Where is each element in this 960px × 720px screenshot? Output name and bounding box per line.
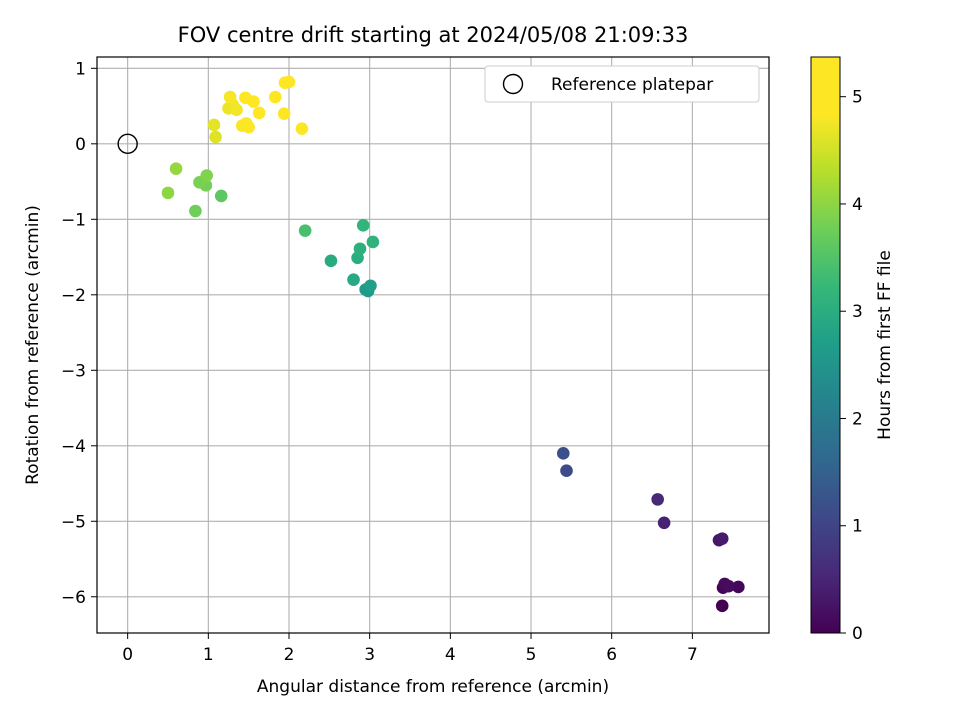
- legend: Reference platepar: [484, 65, 760, 103]
- data-point: [347, 273, 360, 286]
- data-point: [657, 516, 671, 530]
- data-point: [324, 254, 338, 268]
- data-point: [242, 120, 255, 134]
- colorbar-tick-label: 3: [852, 302, 863, 322]
- x-tick-label: 1: [203, 645, 214, 665]
- data-point: [353, 242, 367, 256]
- data-point: [277, 107, 291, 120]
- data-point: [356, 219, 370, 232]
- x-axis-ticks: 0 1 2 3 4 5 6 7: [122, 633, 698, 665]
- x-tick-label: 6: [606, 645, 617, 665]
- data-point: [161, 186, 175, 200]
- data-point: [223, 90, 237, 104]
- x-axis-label: Angular distance from reference (arcmin): [257, 677, 609, 697]
- data-point: [247, 95, 260, 108]
- data-point: [282, 75, 296, 89]
- data-point: [200, 169, 214, 182]
- data-point: [209, 130, 222, 144]
- legend-box: [484, 65, 760, 103]
- data-point: [366, 235, 380, 249]
- data-point: [252, 106, 266, 120]
- y-tick-label: 1: [75, 59, 86, 79]
- data-point: [295, 122, 309, 136]
- y-tick-label: −1: [61, 210, 86, 230]
- y-tick-label: −6: [61, 588, 86, 608]
- y-tick-label: 0: [75, 135, 86, 155]
- x-tick-label: 2: [284, 645, 295, 665]
- colorbar-frame: [810, 56, 841, 634]
- x-tick-label: 4: [445, 645, 456, 665]
- data-point: [214, 189, 228, 203]
- y-tick-label: −4: [61, 437, 86, 457]
- data-points: [161, 75, 745, 613]
- x-tick-label: 5: [526, 645, 537, 665]
- y-tick-label: −3: [61, 361, 86, 381]
- colorbar-ticks: 0 1 2 3 4 5: [840, 88, 863, 644]
- data-point: [207, 118, 221, 132]
- data-point: [169, 162, 183, 176]
- data-point: [364, 279, 377, 293]
- y-tick-label: −2: [61, 286, 86, 306]
- colorbar-tick-label: 4: [852, 195, 863, 215]
- colorbar-tick-label: 1: [852, 517, 863, 537]
- x-tick-label: 7: [687, 645, 698, 665]
- x-tick-label: 0: [122, 645, 133, 665]
- colorbar-gradient: [811, 57, 840, 633]
- x-tick-label: 3: [364, 645, 375, 665]
- reference-platepar-marker: [117, 133, 138, 155]
- data-point: [268, 90, 282, 104]
- y-tick-label: −5: [61, 512, 86, 532]
- data-point: [651, 493, 664, 506]
- data-point: [715, 532, 729, 545]
- y-axis-label: Rotation from reference (arcmin): [23, 205, 43, 485]
- colorbar: 0 1 2 3 4 5 Hours from first FF file: [810, 56, 895, 644]
- data-point: [189, 204, 202, 218]
- data-point: [556, 447, 570, 460]
- colorbar-tick-label: 2: [852, 409, 863, 429]
- data-point: [230, 103, 243, 117]
- y-axis-ticks: 1 0 −1 −2 −3 −4 −5 −6: [61, 59, 97, 608]
- colorbar-tick-label: 5: [852, 88, 863, 108]
- data-point: [715, 599, 729, 613]
- legend-label: Reference platepar: [551, 75, 713, 95]
- data-point: [722, 579, 735, 593]
- data-point: [560, 464, 573, 477]
- colorbar-label: Hours from first FF file: [875, 250, 895, 440]
- chart-title: FOV centre drift starting at 2024/05/08 …: [178, 23, 689, 47]
- data-point: [298, 224, 312, 237]
- data-point: [732, 580, 745, 594]
- plot-frame: [96, 56, 770, 634]
- legend-marker: [502, 73, 524, 95]
- grid-lines: [97, 57, 769, 633]
- colorbar-tick-label: 0: [852, 624, 863, 644]
